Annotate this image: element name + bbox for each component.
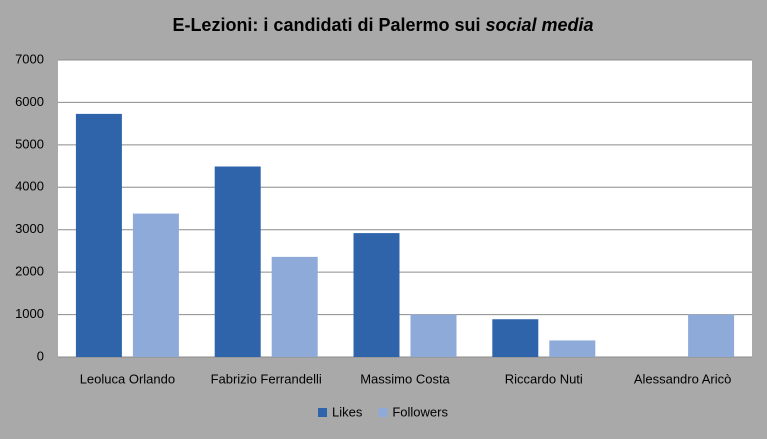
y-tick-label: 4000: [15, 179, 44, 194]
bar: [688, 314, 735, 357]
legend-label: Likes: [332, 404, 363, 419]
bar: [353, 233, 400, 357]
legend-swatch: [318, 408, 327, 417]
legend-label: Followers: [392, 404, 448, 419]
title-emphasis: social media: [486, 15, 594, 35]
y-tick-label: 3000: [15, 221, 44, 236]
x-tick-label: Riccardo Nuti: [505, 371, 583, 386]
y-tick-label: 5000: [15, 136, 44, 151]
chart-title: E-Lezioni: i candidati di Palermo sui soc…: [172, 15, 593, 35]
title-text: E-Lezioni: i candidati di Palermo sui: [172, 15, 480, 35]
y-tick-label: 6000: [15, 94, 44, 109]
bar: [214, 166, 261, 357]
y-tick-label: 0: [37, 348, 44, 363]
y-tick-label: 7000: [15, 51, 44, 66]
bar: [410, 314, 457, 357]
legend-swatch: [378, 408, 388, 417]
bar: [271, 256, 318, 357]
x-tick-label: Massimo Costa: [360, 371, 450, 386]
x-tick-label: Fabrizio Ferrandelli: [211, 371, 322, 386]
x-tick-label: Alessandro Aricò: [634, 371, 732, 386]
y-tick-label: 1000: [15, 306, 44, 321]
bar: [492, 319, 539, 357]
bar: [75, 113, 122, 358]
bar: [132, 213, 179, 357]
bar: [549, 340, 596, 357]
x-tick-label: Leoluca Orlando: [80, 371, 175, 386]
y-tick-label: 2000: [15, 264, 44, 279]
